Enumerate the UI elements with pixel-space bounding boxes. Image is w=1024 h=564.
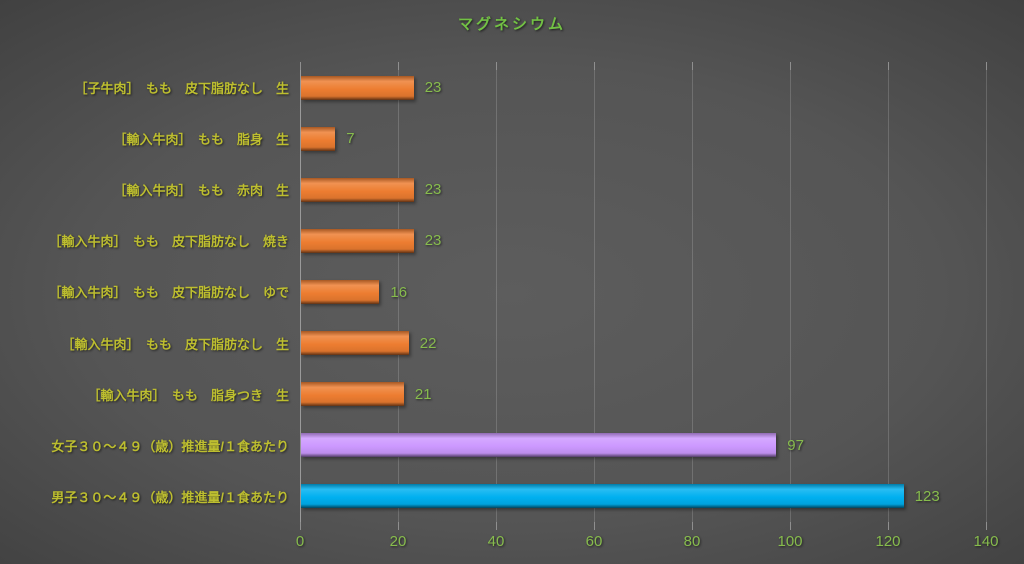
value-axis-line — [300, 62, 301, 522]
category-label: ［輸入牛肉］ もも 脂身 生 — [113, 132, 289, 148]
bottom-tick-mark — [496, 522, 497, 530]
bar — [301, 126, 336, 151]
bottom-tick-mark — [300, 522, 301, 530]
bottom-tick-mark — [594, 522, 595, 530]
chart-title: マグネシウム — [457, 16, 566, 33]
gridline — [594, 62, 595, 522]
x-axis-tick-label: 100 — [777, 533, 803, 550]
value-label: 23 — [424, 79, 442, 97]
bar — [301, 484, 904, 509]
category-label: 女子３０～４９（歳）推進量/１食あたり — [51, 438, 289, 454]
bottom-tick-mark — [692, 522, 693, 530]
top-tick-mark — [496, 62, 497, 70]
bar — [301, 433, 777, 458]
top-tick-mark — [986, 62, 987, 70]
x-axis-tick-label: 0 — [295, 533, 305, 550]
value-label: 23 — [424, 181, 442, 199]
x-axis-tick-label: 140 — [973, 533, 999, 550]
value-label: 23 — [424, 232, 442, 250]
top-tick-mark — [692, 62, 693, 70]
category-label: ［輸入牛肉］ もも 皮下脂肪なし ゆで — [48, 285, 289, 301]
gridline — [790, 62, 791, 522]
gridline — [692, 62, 693, 522]
gridline — [398, 62, 399, 522]
gridline — [888, 62, 889, 522]
category-label: ［輸入牛肉］ もも 脂身つき 生 — [87, 387, 289, 403]
x-axis-tick-label: 20 — [389, 533, 407, 550]
top-tick-mark — [594, 62, 595, 70]
category-label: ［輸入牛肉］ もも 皮下脂肪なし 焼き — [48, 234, 289, 250]
top-tick-mark — [790, 62, 791, 70]
x-axis-tick-label: 40 — [487, 533, 505, 550]
bottom-tick-mark — [398, 522, 399, 530]
category-label: 男子３０～４９（歳）推進量/１食あたり — [51, 489, 289, 505]
value-label: 97 — [787, 436, 804, 454]
value-label: 22 — [419, 334, 437, 352]
category-label: ［輸入牛肉］ もも 赤肉 生 — [113, 183, 289, 199]
bottom-tick-mark — [986, 522, 987, 530]
value-label: 16 — [390, 283, 408, 301]
bottom-tick-mark — [888, 522, 889, 530]
bar — [301, 382, 404, 407]
x-axis-tick-label: 60 — [585, 533, 603, 550]
x-axis-tick-label: 80 — [683, 533, 701, 550]
top-tick-mark — [300, 62, 301, 70]
bar — [301, 75, 414, 100]
bar — [301, 331, 409, 356]
gridline — [496, 62, 497, 522]
top-tick-mark — [888, 62, 889, 70]
bottom-tick-mark — [790, 522, 791, 530]
bar — [301, 177, 414, 202]
value-label: 123 — [914, 487, 940, 505]
category-label: ［輸入牛肉］ もも 皮下脂肪なし 生 — [61, 336, 289, 352]
bar — [301, 228, 414, 253]
bar — [301, 280, 380, 304]
gridline — [986, 62, 987, 522]
category-label: ［子牛肉］ もも 皮下脂肪なし 生 — [74, 81, 289, 97]
value-label: 7 — [346, 130, 355, 148]
value-label: 21 — [414, 385, 432, 403]
x-axis-tick-label: 120 — [875, 533, 901, 550]
top-tick-mark — [398, 62, 399, 70]
